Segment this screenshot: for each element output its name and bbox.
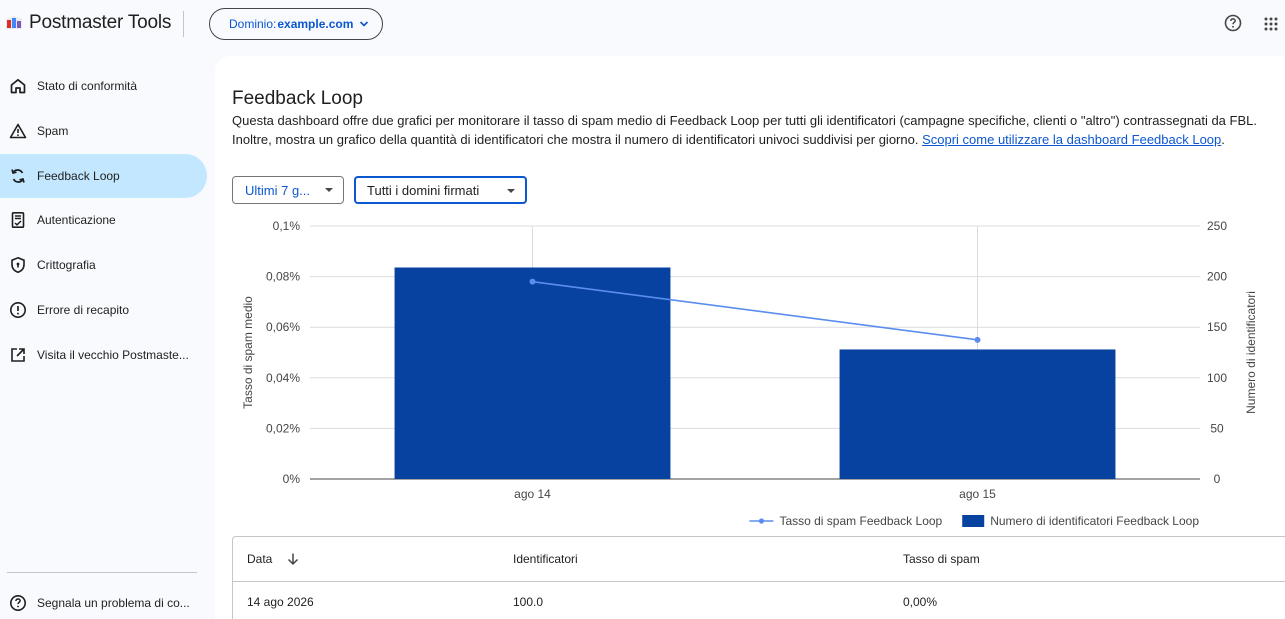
sidebar-item-report-problem[interactable]: Segnala un problema di co...	[0, 581, 207, 619]
sidebar-item-label: Crittografia	[37, 258, 96, 272]
sidebar: Stato di conformità Spam Feedback Loop A…	[0, 48, 215, 619]
period-select-value: Ultimi 7 g...	[245, 182, 311, 198]
sidebar-item-compliance[interactable]: Stato di conformità	[0, 64, 207, 108]
sidebar-item-label: Stato di conformità	[37, 79, 138, 93]
bar-identifier-count	[394, 267, 671, 479]
sidebar-item-spam[interactable]: Spam	[0, 109, 207, 153]
app-logo[interactable]: Postmaster Tools	[4, 12, 171, 34]
table-row[interactable]: 14 ago 2026 100.0 0,00%	[233, 582, 1285, 619]
dropdown-arrow-icon	[325, 188, 333, 192]
y-left-tick-label: 0,04%	[266, 371, 300, 385]
learn-more-link[interactable]: Scopri come utilizzare la dashboard Feed…	[922, 132, 1222, 147]
main-content: Feedback Loop Questa dashboard offre due…	[215, 56, 1285, 619]
error-icon	[9, 301, 27, 319]
sync-icon	[9, 167, 27, 185]
y-right-tick-label: 200	[1207, 270, 1227, 284]
table-header-row: Data Identificatori Tasso di spam	[233, 537, 1285, 582]
sidebar-item-delivery-error[interactable]: Errore di recapito	[0, 288, 207, 332]
domains-select[interactable]: Tutti i domini firmati	[354, 176, 527, 204]
sidebar-item-encryption[interactable]: Crittografia	[0, 243, 207, 287]
domain-label: Dominio:	[229, 17, 277, 31]
period-select[interactable]: Ultimi 7 g...	[232, 176, 344, 204]
y-right-tick-label: 100	[1207, 371, 1227, 385]
cell-date: 14 ago 2026	[247, 595, 314, 609]
chevron-down-icon	[360, 21, 369, 27]
sidebar-item-label: Visita il vecchio Postmaste...	[37, 348, 189, 362]
shield-icon	[9, 256, 27, 274]
x-tick-label: ago 14	[514, 487, 551, 501]
domain-value: example.com	[277, 17, 354, 31]
cell-identifiers: 100.0	[513, 595, 544, 609]
sidebar-item-authentication[interactable]: Autenticazione	[0, 198, 207, 242]
y-right-tick-label: 250	[1207, 219, 1227, 233]
header-divider	[183, 11, 184, 37]
column-header-spam-rate[interactable]: Tasso di spam	[903, 552, 980, 566]
help-icon	[9, 594, 27, 612]
page-description: Questa dashboard offre due grafici per m…	[232, 113, 1257, 147]
column-header-date[interactable]: Data	[247, 552, 300, 567]
help-icon[interactable]	[1224, 14, 1242, 32]
postmaster-logo-icon	[6, 16, 22, 29]
app-title: Postmaster Tools	[29, 12, 172, 33]
y-right-tick-label: 0	[1214, 472, 1221, 486]
cell-spam-rate: 0,00%	[903, 595, 938, 609]
sidebar-item-old-postmaster[interactable]: Visita il vecchio Postmaste...	[0, 333, 207, 377]
y-left-axis-title: Tasso di spam medio	[241, 296, 255, 409]
open-in-new-icon	[9, 346, 27, 364]
arrow-down-icon[interactable]	[286, 552, 300, 566]
sidebar-item-feedback-loop[interactable]: Feedback Loop	[0, 154, 207, 198]
y-right-axis-title: Numero di identificatori	[1244, 291, 1258, 414]
legend-label-identifiers: Numero di identificatori Feedback Loop	[990, 514, 1199, 528]
domains-select-value: Tutti i domini firmati	[367, 182, 480, 198]
sidebar-item-label: Feedback Loop	[37, 169, 120, 183]
column-header-identifiers[interactable]: Identificatori	[513, 552, 578, 566]
line-point-spam-rate	[529, 278, 536, 285]
y-left-tick-label: 0%	[283, 472, 301, 486]
description-text: Questa dashboard offre due grafici per m…	[232, 113, 1257, 147]
feedback-loop-chart: 0% 0 0,02% 50 0,04% 100 0,06% 150 0,08% 200 0,1% 25…	[241, 219, 1258, 528]
legend-swatch-identifiers	[962, 515, 985, 527]
warning-icon	[9, 122, 27, 140]
legend-label-spam-rate: Tasso di spam Feedback Loop	[779, 514, 942, 528]
sidebar-item-label: Errore di recapito	[37, 303, 130, 317]
legend-marker-spam-rate	[758, 518, 765, 524]
y-left-tick-label: 0,1%	[273, 219, 301, 233]
dropdown-arrow-icon	[507, 189, 515, 193]
bar-identifier-count	[839, 349, 1116, 479]
line-point-spam-rate	[974, 336, 981, 343]
domain-selector-button[interactable]: Dominio: example.com	[209, 8, 383, 40]
apps-grid-icon[interactable]	[1264, 17, 1278, 31]
y-left-tick-label: 0,02%	[266, 421, 300, 435]
sidebar-item-label: Segnala un problema di co...	[37, 596, 190, 610]
y-right-tick-label: 50	[1210, 421, 1224, 435]
y-left-tick-label: 0,06%	[266, 320, 300, 334]
sidebar-item-label: Spam	[37, 124, 69, 138]
y-left-tick-label: 0,08%	[266, 270, 300, 284]
top-bar: Postmaster Tools Dominio: example.com	[0, 0, 1285, 48]
y-right-tick-label: 150	[1207, 320, 1227, 334]
home-icon	[9, 77, 27, 95]
data-table: Data Identificatori Tasso di spam 14 ago…	[232, 536, 1285, 619]
line-spam-rate	[532, 280, 978, 341]
verified-doc-icon	[9, 211, 27, 229]
sidebar-item-label: Autenticazione	[37, 213, 116, 227]
column-header-label: Data	[247, 551, 273, 566]
sidebar-divider	[7, 572, 197, 573]
page-title: Feedback Loop	[232, 88, 363, 109]
x-tick-label: ago 15	[959, 487, 996, 501]
